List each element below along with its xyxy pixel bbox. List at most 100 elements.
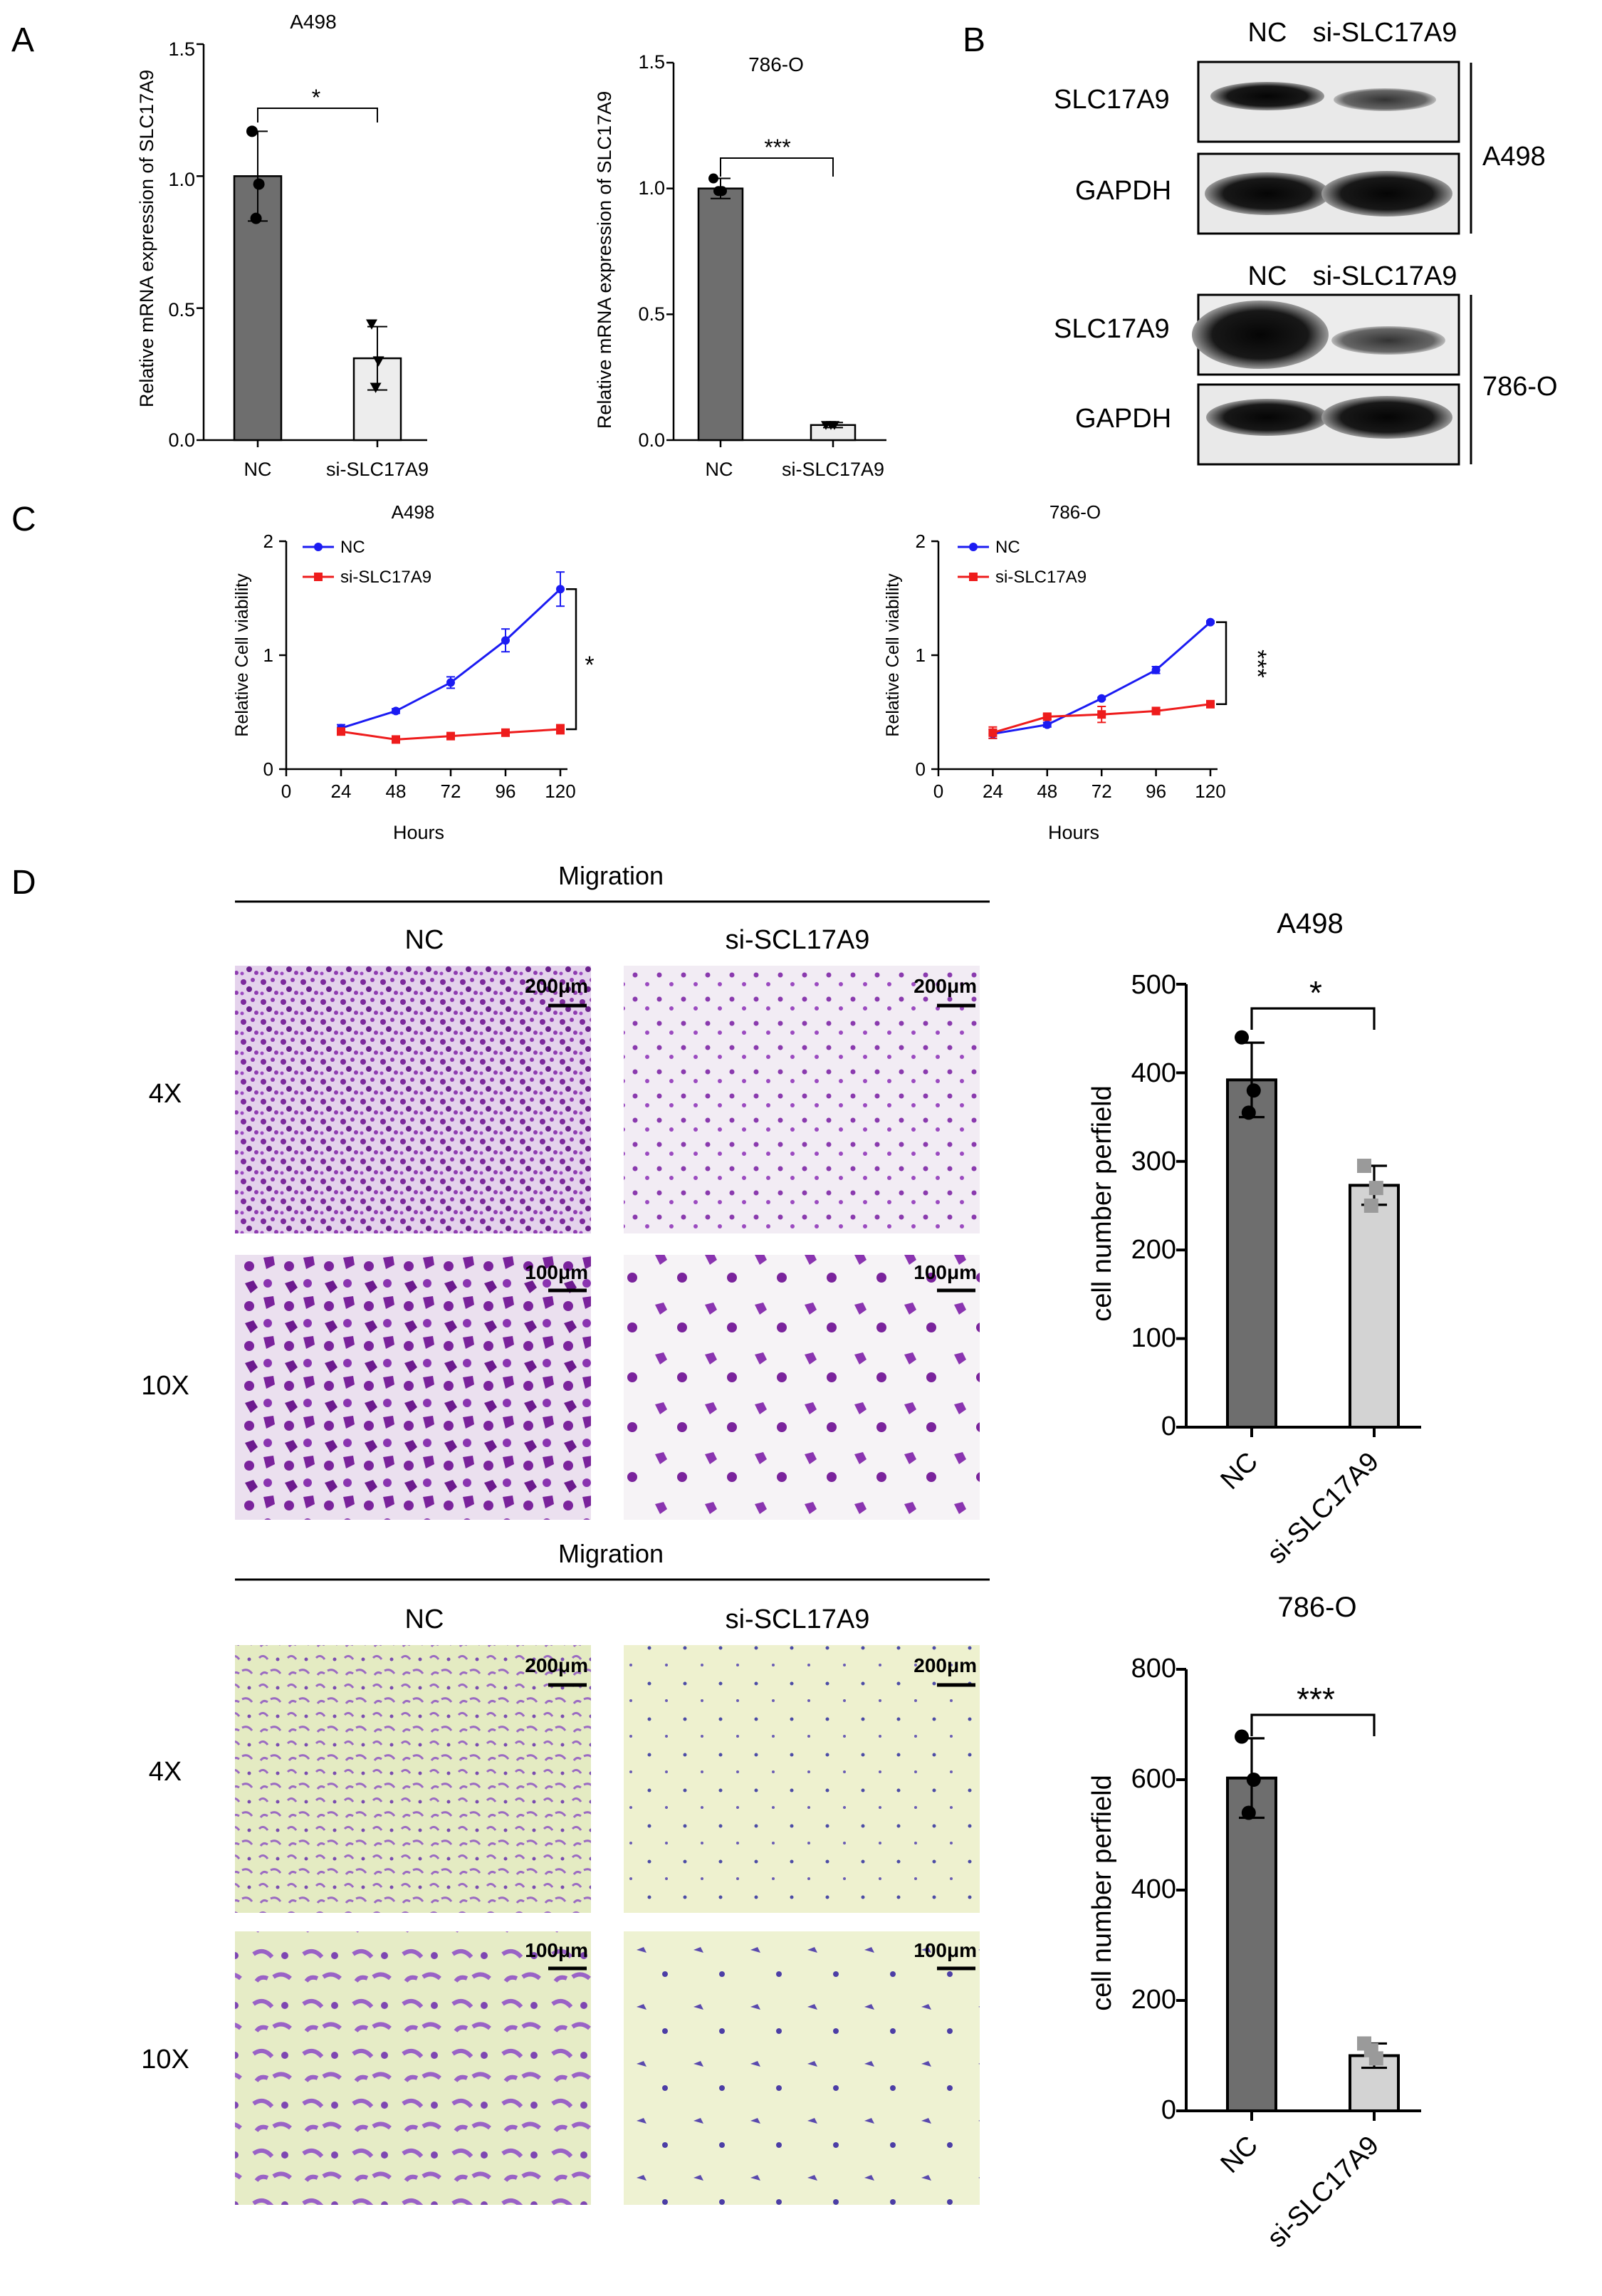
significance-bracket bbox=[720, 157, 834, 177]
y-tick-label: 100 bbox=[1131, 1323, 1176, 1353]
x-tick-label: 96 bbox=[1146, 781, 1166, 802]
x-tick-label: 120 bbox=[1195, 781, 1225, 802]
x-tick-label: NC bbox=[1215, 2130, 1265, 2179]
x-axis-label: Hours bbox=[393, 822, 444, 843]
significance-bracket bbox=[566, 588, 577, 731]
panel-d-migration-786o: Migration NC si-SCL17A9 4X 10X 200μm 200… bbox=[141, 1539, 990, 2205]
data-point bbox=[372, 356, 384, 367]
x-tick-label: NC bbox=[706, 459, 733, 480]
panel-label-a: A bbox=[11, 21, 34, 59]
data-point bbox=[501, 728, 510, 737]
y-axis-label: Relative mRNA expression of SLC17A9 bbox=[594, 91, 615, 429]
panel-label-c: C bbox=[11, 501, 36, 538]
data-point bbox=[1368, 1181, 1383, 1196]
significance-bracket bbox=[1216, 621, 1227, 706]
micrograph bbox=[624, 1255, 980, 1520]
blot-row-label: SLC17A9 bbox=[1054, 314, 1170, 344]
scale-bar-label: 100μm bbox=[525, 1261, 588, 1283]
panel-a-chart-a498: A498 Relative mRNA expression of SLC17A9… bbox=[136, 11, 429, 480]
y-tick-label: 0 bbox=[263, 758, 273, 780]
micrograph bbox=[624, 1645, 980, 1913]
data-point bbox=[988, 728, 998, 737]
y-tick-label: 200 bbox=[1131, 1985, 1176, 2015]
scale-bar-label: 200μm bbox=[913, 1654, 977, 1676]
x-tick-label: NC bbox=[1215, 1446, 1265, 1496]
data-point bbox=[1151, 706, 1161, 716]
blot-row-label: SLC17A9 bbox=[1054, 85, 1170, 115]
data-point bbox=[1151, 665, 1161, 674]
scale-bar-label: 100μm bbox=[913, 1939, 977, 1961]
data-point bbox=[1235, 1729, 1249, 1744]
y-axis-label: Relative Cell viability bbox=[232, 573, 252, 737]
data-point bbox=[446, 678, 455, 687]
data-point bbox=[1363, 2042, 1378, 2057]
y-tick-label: 1.5 bbox=[168, 38, 195, 60]
blot-column-label: si-SLC17A9 bbox=[1313, 18, 1457, 48]
data-point bbox=[246, 125, 258, 137]
data-point bbox=[1241, 1805, 1256, 1820]
y-axis-label: Relative mRNA expression of SLC17A9 bbox=[136, 70, 157, 407]
blot-band bbox=[1334, 88, 1436, 111]
data-point bbox=[1357, 1159, 1371, 1174]
row-label: 4X bbox=[149, 1079, 182, 1109]
x-tick-label: 96 bbox=[496, 781, 516, 802]
y-tick-label: 300 bbox=[1131, 1147, 1176, 1176]
row-label: 10X bbox=[141, 2045, 189, 2075]
blot-row-label: GAPDH bbox=[1075, 176, 1171, 206]
row-label: 10X bbox=[141, 1371, 189, 1401]
micrograph bbox=[235, 1255, 591, 1520]
section-header: Migration bbox=[558, 861, 664, 890]
legend-marker bbox=[969, 573, 978, 581]
blot-column-label: NC bbox=[1248, 18, 1287, 48]
micrograph bbox=[235, 1645, 591, 1913]
data-point bbox=[1235, 1030, 1249, 1045]
data-point bbox=[1206, 699, 1215, 709]
cell-line-label: A498 bbox=[1482, 142, 1546, 172]
x-tick-label: 72 bbox=[441, 781, 461, 802]
blot-band bbox=[1206, 399, 1329, 436]
y-tick-label: 0.0 bbox=[638, 429, 665, 451]
panel-b-blot-a498: NC si-SLC17A9 SLC17A9 GAPDH A498 bbox=[1054, 18, 1546, 235]
scale-bar-label: 100μm bbox=[525, 1939, 588, 1961]
y-tick-label: 0.5 bbox=[638, 303, 665, 325]
y-axis-label: cell number perfield bbox=[1087, 1775, 1117, 2011]
legend-marker bbox=[314, 543, 323, 551]
scale-bar-label: 200μm bbox=[525, 1654, 588, 1676]
y-axis-label: Relative Cell viability bbox=[883, 573, 903, 737]
data-point bbox=[1097, 710, 1106, 719]
significance-label: * bbox=[1309, 974, 1322, 1011]
y-tick-label: 1.5 bbox=[638, 51, 665, 73]
column-label: NC bbox=[405, 925, 444, 955]
y-tick-label: 0 bbox=[1161, 2095, 1176, 2125]
blot-band bbox=[1210, 82, 1324, 110]
y-tick-label: 500 bbox=[1131, 970, 1176, 1000]
data-point bbox=[370, 382, 382, 393]
data-point bbox=[366, 319, 377, 330]
y-tick-label: 2 bbox=[916, 531, 926, 552]
data-point bbox=[1246, 1773, 1261, 1787]
y-tick-label: 200 bbox=[1131, 1235, 1176, 1265]
y-tick-label: 1.0 bbox=[638, 177, 665, 199]
bar bbox=[1226, 1776, 1277, 2113]
y-tick-label: 800 bbox=[1131, 1654, 1176, 1684]
scale-bar-label: 200μm bbox=[525, 975, 588, 997]
micrograph bbox=[235, 1931, 591, 2205]
legend-marker bbox=[314, 573, 323, 581]
blot-band bbox=[1192, 301, 1329, 369]
x-tick-label: NC bbox=[244, 459, 272, 480]
column-label: si-SCL17A9 bbox=[726, 925, 870, 955]
data-point bbox=[1206, 617, 1215, 627]
x-tick-label: si-SLC17A9 bbox=[1262, 1446, 1385, 1570]
blot-band bbox=[1321, 396, 1452, 439]
micrograph bbox=[624, 966, 980, 1233]
micrograph bbox=[235, 966, 591, 1233]
data-point bbox=[250, 212, 262, 224]
section-header: Migration bbox=[558, 1539, 664, 1568]
data-point bbox=[337, 727, 345, 736]
significance-bracket bbox=[1250, 1713, 1376, 1736]
data-point bbox=[1042, 720, 1052, 729]
significance-bracket bbox=[257, 108, 378, 122]
y-tick-label: 2 bbox=[263, 531, 273, 552]
legend-label-si: si-SLC17A9 bbox=[995, 568, 1087, 587]
panel-d-chart-a498: A498 cell number perfield 0 100 200 300 … bbox=[1087, 908, 1421, 1570]
